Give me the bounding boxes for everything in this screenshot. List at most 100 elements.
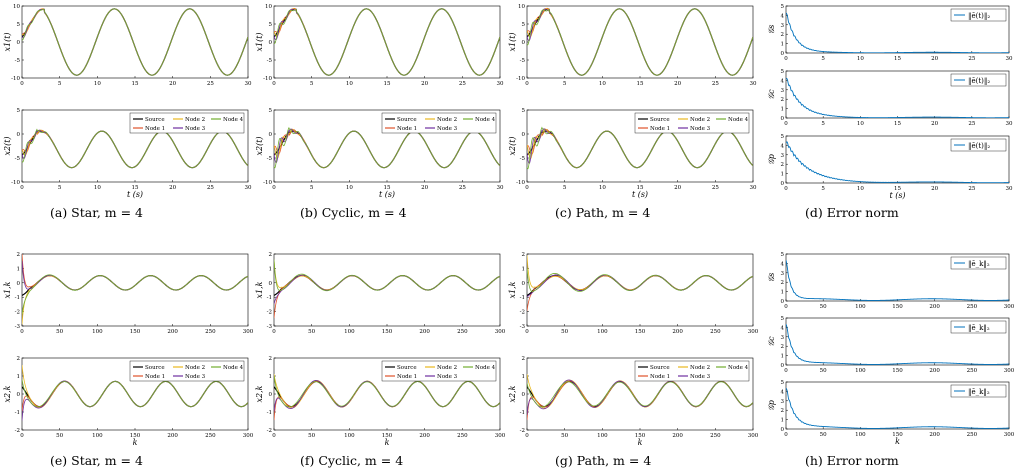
x-tick-label: 200: [672, 329, 683, 335]
x-tick-label: 200: [167, 329, 178, 335]
y-tick-label: 5: [781, 134, 785, 140]
series-line-node-1: [274, 275, 500, 319]
caption-g: (g) Path, m = 4: [555, 453, 652, 468]
y-tick-label: 2: [522, 356, 526, 362]
x-tick-label: 10: [857, 121, 864, 127]
x-tick-label: 20: [931, 186, 938, 192]
x-tick-label: 300: [1004, 304, 1015, 310]
x-tick-label: 10: [599, 81, 606, 87]
series-line-node-4: [22, 128, 248, 169]
legend: ‖ē_k‖₂: [950, 320, 1007, 334]
x-tick-label: 0: [784, 304, 788, 310]
y-tick-label: 3: [781, 335, 785, 341]
plot-area: [527, 255, 753, 311]
x-tick-label: 50: [56, 329, 63, 335]
x-tick-label: 20: [421, 81, 428, 87]
x-tick-label: 30: [245, 185, 252, 191]
y-axis-label: 𝒢s: [767, 25, 776, 35]
y-tick-label: -5: [15, 58, 21, 64]
x-tick-label: 15: [132, 81, 139, 87]
plot-area: [786, 387, 1009, 429]
x-tick-label: 0: [784, 186, 788, 192]
x-tick-label: 5: [563, 185, 567, 191]
plot-area: [22, 254, 248, 325]
y-tick-label: -3: [267, 324, 273, 330]
y-tick-label: 1: [781, 290, 785, 296]
y-tick-label: 0: [781, 299, 785, 305]
y-tick-label: -3: [15, 324, 21, 330]
x-tick-label: 100: [344, 329, 355, 335]
x-tick-label: 100: [92, 329, 103, 335]
x-tick-label: 150: [892, 304, 903, 310]
y-tick-label: 0: [781, 363, 785, 369]
legend-label: Node 2: [690, 117, 710, 123]
series-line-source: [22, 380, 248, 408]
x-tick-label: 5: [58, 81, 62, 87]
x-tick-label: 50: [561, 329, 568, 335]
y-tick-label: 1: [269, 266, 273, 272]
y-tick-label: -10: [516, 76, 525, 82]
x-tick-label: 10: [346, 81, 353, 87]
x-tick-label: 300: [1004, 368, 1015, 374]
x-tick-label: 20: [674, 81, 681, 87]
chart-panel-a-2: 0 5 10 15 20 25 30 -10 -5 0 5 t (s) x2(t) Source Node …: [3, 108, 252, 199]
y-tick-label: 5: [522, 22, 526, 28]
legend-label: Node 2: [690, 365, 710, 371]
x-tick-label: 15: [637, 81, 644, 87]
x-tick-label: 100: [344, 433, 355, 439]
y-tick-label: 0: [781, 427, 785, 433]
series-line-node-4: [274, 8, 500, 76]
legend: Source Node 2 Node 4 Node 1 Node 3: [634, 112, 750, 134]
y-tick-label: 2: [781, 162, 785, 168]
x-tick-label: 10: [857, 56, 864, 62]
y-tick-label: 1: [17, 266, 21, 272]
y-tick-label: 4: [781, 143, 785, 149]
series-line-node-2: [527, 8, 753, 76]
legend: Source Node 2 Node 4 Node 1 Node 3: [129, 112, 245, 134]
y-tick-label: -10: [263, 180, 272, 186]
legend-label: ‖ē(t)‖₂: [968, 77, 990, 85]
y-tick-label: -1: [520, 295, 525, 301]
x-axis-label: t (s): [127, 190, 143, 199]
legend-box: [950, 138, 1007, 152]
y-tick-label: 0: [17, 40, 21, 46]
y-tick-label: 0: [17, 392, 21, 398]
legend-label: Node 4: [223, 365, 244, 371]
y-tick-label: -5: [267, 58, 273, 64]
series-error-norm-line: [786, 77, 1009, 118]
y-tick-label: -2: [267, 428, 272, 434]
x-tick-label: 0: [784, 56, 788, 62]
x-tick-label: 25: [207, 81, 214, 87]
caption-d: (d) Error norm: [805, 205, 899, 220]
x-tick-label: 200: [167, 433, 178, 439]
y-axis-label: 𝒢p: [767, 400, 776, 411]
legend-box: [129, 360, 245, 382]
x-tick-label: 25: [968, 121, 975, 127]
x-tick-label: 5: [310, 185, 314, 191]
legend-label: ‖ē_k‖₂: [968, 260, 990, 268]
series-line-node-1: [22, 129, 248, 169]
x-tick-label: 30: [750, 185, 757, 191]
y-tick-label: 5: [269, 22, 273, 28]
x-tick-label: 150: [382, 433, 393, 439]
chart-panel-b-1: 0 5 10 15 20 25 30 -10 -5 0 5 10 x1(t): [255, 4, 504, 87]
y-tick-label: 0: [522, 281, 526, 287]
x-tick-label: 0: [20, 185, 24, 191]
y-axis-label: 𝒢s: [767, 273, 776, 283]
y-tick-label: 1: [269, 374, 273, 380]
y-tick-label: -10: [263, 76, 272, 82]
x-tick-label: 150: [892, 368, 903, 374]
x-tick-label: 300: [748, 329, 759, 335]
legend-label: ‖ē(t)‖₂: [968, 12, 990, 20]
series-line-source: [527, 8, 753, 76]
y-axis-label: x1,k: [3, 281, 12, 298]
x-tick-label: 250: [205, 433, 216, 439]
legend: Source Node 2 Node 4 Node 1 Node 3: [381, 360, 497, 382]
y-tick-label: 4: [781, 261, 785, 267]
legend-box: [381, 360, 497, 382]
x-tick-label: 0: [525, 185, 529, 191]
y-tick-label: 1: [781, 42, 785, 48]
x-tick-label: 5: [563, 81, 567, 87]
plot-area: [527, 7, 753, 76]
